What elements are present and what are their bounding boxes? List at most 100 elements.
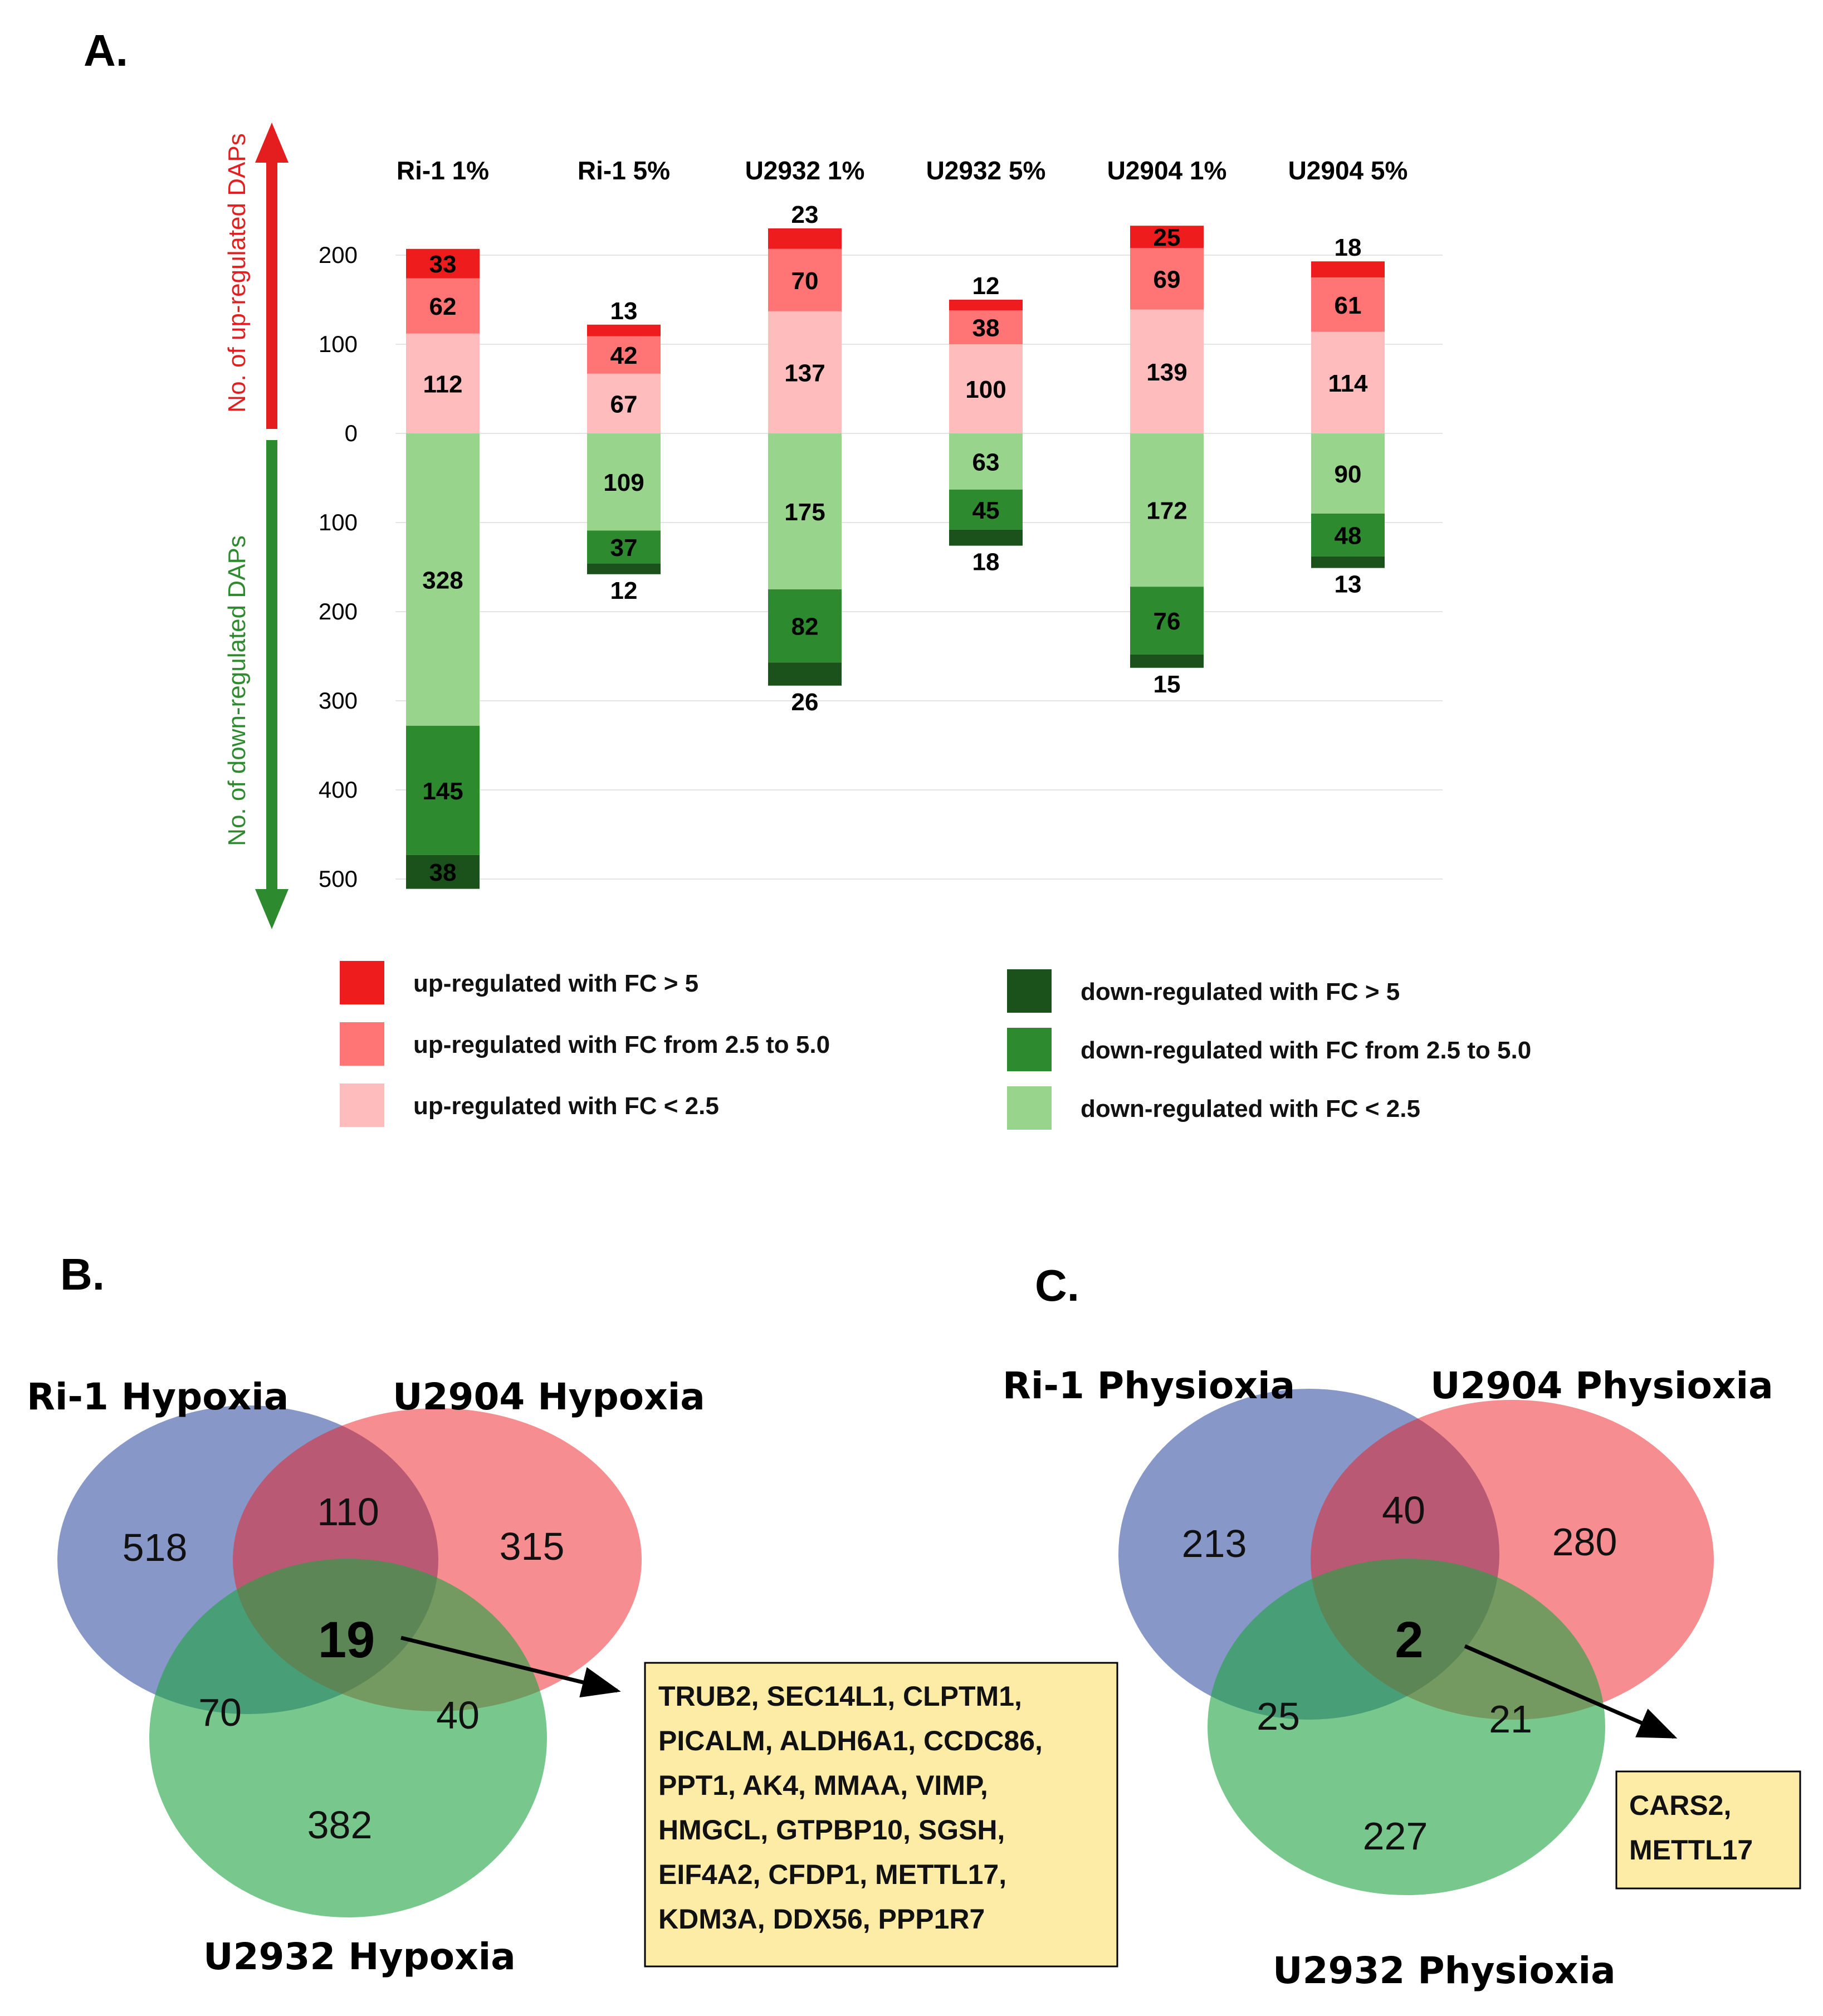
bar-value-label: 48 xyxy=(1335,522,1362,549)
bar-value-label: 328 xyxy=(422,567,463,594)
bar-value-label: 38 xyxy=(972,315,1000,342)
bar-value-label: 18 xyxy=(972,549,1000,576)
bar-segment-down xyxy=(1130,654,1204,668)
bar-segment-down xyxy=(406,855,480,889)
bar-segment-up xyxy=(1130,309,1204,433)
bar-value-label: 13 xyxy=(610,297,638,325)
legend: up-regulated with FC > 5 up-regulated wit… xyxy=(340,961,1531,1130)
bar-segment-up xyxy=(768,228,842,249)
bar-segment-down xyxy=(587,563,661,574)
bar-value-label: 69 xyxy=(1154,266,1181,293)
venn-c-gene-box xyxy=(1615,1770,1801,1890)
venn-b-count-u2932-only: 382 xyxy=(307,1803,373,1847)
y-tick-label: 0 xyxy=(345,420,358,446)
bar-segment-up xyxy=(587,336,661,374)
venn-c-callout-arrow xyxy=(1464,1644,1678,1739)
bar-value-label: 90 xyxy=(1335,461,1362,488)
bar-value-label: 12 xyxy=(972,272,1000,300)
bar-value-label: 15 xyxy=(1154,671,1181,698)
bar-segment-down xyxy=(768,589,842,663)
bar-value-label: 37 xyxy=(610,534,638,562)
venn-c-count-ri1-u2932: 25 xyxy=(1257,1695,1300,1738)
stacked-bar-chart: No. of up-regulated DAPs No. of down-reg… xyxy=(223,123,1443,929)
venn-c-count-ri1-u2904: 40 xyxy=(1382,1488,1425,1532)
legend-swatch xyxy=(1007,969,1052,1013)
legend-label: up-regulated with FC from 2.5 to 5.0 xyxy=(413,1031,830,1058)
bar-segment-down xyxy=(768,662,842,686)
bar-value-label: 82 xyxy=(791,613,819,641)
gene-list-line: METTL17 xyxy=(1629,1834,1753,1866)
y-tick-label: 500 xyxy=(319,866,358,892)
bar-segment-up xyxy=(1311,277,1385,332)
legend-label: down-regulated with FC from 2.5 to 5.0 xyxy=(1081,1037,1531,1064)
bar-value-label: 18 xyxy=(1335,234,1362,261)
legend-swatch xyxy=(1007,1028,1052,1071)
venn-c-title-u2932: U2932 Physioxia xyxy=(1273,1949,1616,1992)
bar-value-label: 139 xyxy=(1146,359,1187,386)
venn-c-count-u2932-only: 227 xyxy=(1363,1814,1428,1858)
legend-label: down-regulated with FC < 2.5 xyxy=(1081,1095,1420,1122)
bar-segment-up xyxy=(587,373,661,433)
bar-segment-down xyxy=(587,433,661,531)
bar-value-label: 145 xyxy=(422,778,463,805)
bar-value-label: 109 xyxy=(603,469,644,496)
category-label: Ri-1 5% xyxy=(578,156,670,185)
venn-b-title-ri1: Ri-1 Hypoxia xyxy=(27,1375,289,1418)
venn-b-title-u2932: U2932 Hypoxia xyxy=(203,1935,516,1978)
bar-segment-down xyxy=(1130,433,1204,587)
bar-segment-up xyxy=(1130,248,1204,310)
bar-value-label: 70 xyxy=(791,267,819,295)
bar-value-label: 23 xyxy=(791,201,819,228)
bar-segment-down xyxy=(1130,587,1204,655)
venn-diagram-physioxia: Ri-1 Physioxia U2904 Physioxia U2932 Phy… xyxy=(1003,1364,1801,1992)
bar-segment-up xyxy=(587,324,661,336)
bar-value-label: 25 xyxy=(1154,224,1181,251)
panel-label-a: A. xyxy=(84,26,128,75)
bar-segment-up xyxy=(949,300,1023,311)
bar-segment-up xyxy=(768,248,842,311)
bar-segment-up xyxy=(1311,261,1385,277)
venn-c-count-all: 2 xyxy=(1395,1612,1423,1668)
bar-value-label: 114 xyxy=(1328,370,1369,397)
bar-value-label: 67 xyxy=(610,390,638,418)
legend-swatch xyxy=(1007,1086,1052,1130)
bar-segment-down xyxy=(768,433,842,589)
bar-value-label: 45 xyxy=(972,497,1000,524)
bar-value-label: 63 xyxy=(972,448,1000,476)
bar-value-label: 62 xyxy=(429,293,457,320)
gene-list-line: PICALM, ALDH6A1, CCDC86, xyxy=(658,1725,1043,1756)
bar-segment-down xyxy=(949,489,1023,530)
venn-c-count-ri1-only: 213 xyxy=(1182,1522,1247,1565)
bar-segment-down xyxy=(949,433,1023,490)
venn-diagram-hypoxia: Ri-1 Hypoxia U2904 Hypoxia U2932 Hypoxia… xyxy=(27,1375,1118,1978)
bar-value-label: 13 xyxy=(1335,571,1362,598)
venn-c-count-u2904-only: 280 xyxy=(1552,1520,1617,1564)
bar-value-label: 100 xyxy=(965,376,1006,403)
bar-segment-down xyxy=(1311,514,1385,557)
bar-segment-up xyxy=(406,333,480,433)
up-arrowhead xyxy=(255,123,289,163)
bar-segment-up xyxy=(406,248,480,279)
bar-segment-up xyxy=(949,344,1023,433)
venn-c-circle-u2932 xyxy=(1208,1559,1605,1895)
bar-segment-down xyxy=(406,725,480,855)
venn-b-callout-arrow xyxy=(400,1636,621,1698)
panel-label-b: B. xyxy=(60,1249,105,1299)
gene-list-line: EIF4A2, CFDP1, METTL17, xyxy=(658,1859,1006,1890)
legend-label: up-regulated with FC > 5 xyxy=(413,970,698,997)
venn-b-count-ri1-u2932: 70 xyxy=(198,1691,242,1734)
bar-value-label: 61 xyxy=(1335,292,1362,319)
bar-segment-down xyxy=(1311,556,1385,568)
bar-value-label: 26 xyxy=(791,689,819,716)
bar-segment-up xyxy=(1311,331,1385,433)
bar-value-label: 38 xyxy=(429,859,457,886)
y-axis-title-down: No. of down-regulated DAPs xyxy=(223,535,251,846)
gene-list-line: HMGCL, GTPBP10, SGSH, xyxy=(658,1814,1005,1846)
bar-value-label: 172 xyxy=(1146,497,1187,525)
bar-segment-up xyxy=(949,310,1023,344)
bar-value-label: 12 xyxy=(610,577,638,604)
legend-label: down-regulated with FC > 5 xyxy=(1081,978,1400,1005)
category-label: Ri-1 1% xyxy=(397,156,489,185)
bar-value-label: 137 xyxy=(784,359,825,387)
